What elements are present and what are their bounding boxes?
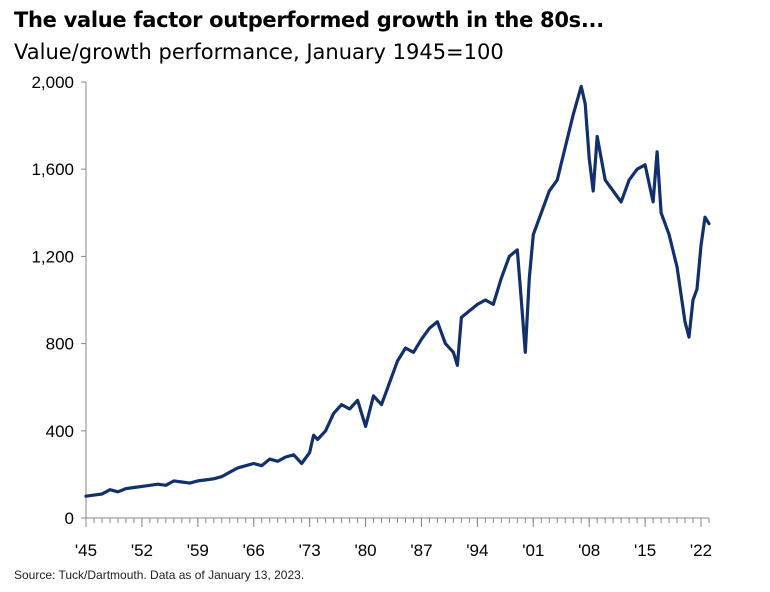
x-tick-label: '66 — [243, 541, 265, 560]
x-tick-label: '59 — [187, 541, 209, 560]
x-axis: '45 '52 '59 '66 '73 '80 '87 '94 '01 '08 '15 '22 — [75, 517, 712, 560]
x-tick-label: '08 — [578, 541, 600, 560]
x-tick-label: '22 — [690, 541, 712, 560]
series-line — [84, 84, 711, 498]
y-axis: 0 400 800 1,200 1,600 2,000 — [31, 73, 87, 528]
x-tick-label: '73 — [299, 541, 321, 560]
x-tick-label: '80 — [354, 541, 376, 560]
chart-title: The value factor outperformed growth in … — [14, 8, 604, 32]
x-tick-label: '87 — [410, 541, 432, 560]
series-lines — [84, 84, 711, 498]
x-tick-label: '94 — [466, 541, 488, 560]
chart-subtitle: Value/growth performance, January 1945=1… — [14, 40, 504, 64]
y-tick-label: 0 — [65, 509, 74, 528]
y-tick-label: 2,000 — [31, 73, 74, 92]
y-tick-label: 400 — [46, 422, 74, 441]
x-tick-label: '52 — [131, 541, 153, 560]
y-tick-label: 1,200 — [31, 247, 74, 266]
y-tick-label: 1,600 — [31, 160, 74, 179]
x-tick-label: '15 — [634, 541, 656, 560]
x-tick-label: '45 — [75, 541, 97, 560]
source-note: Source: Tuck/Dartmouth. Data as of Janua… — [14, 568, 305, 582]
x-tick-label: '01 — [522, 541, 544, 560]
y-tick-label: 800 — [46, 335, 74, 354]
